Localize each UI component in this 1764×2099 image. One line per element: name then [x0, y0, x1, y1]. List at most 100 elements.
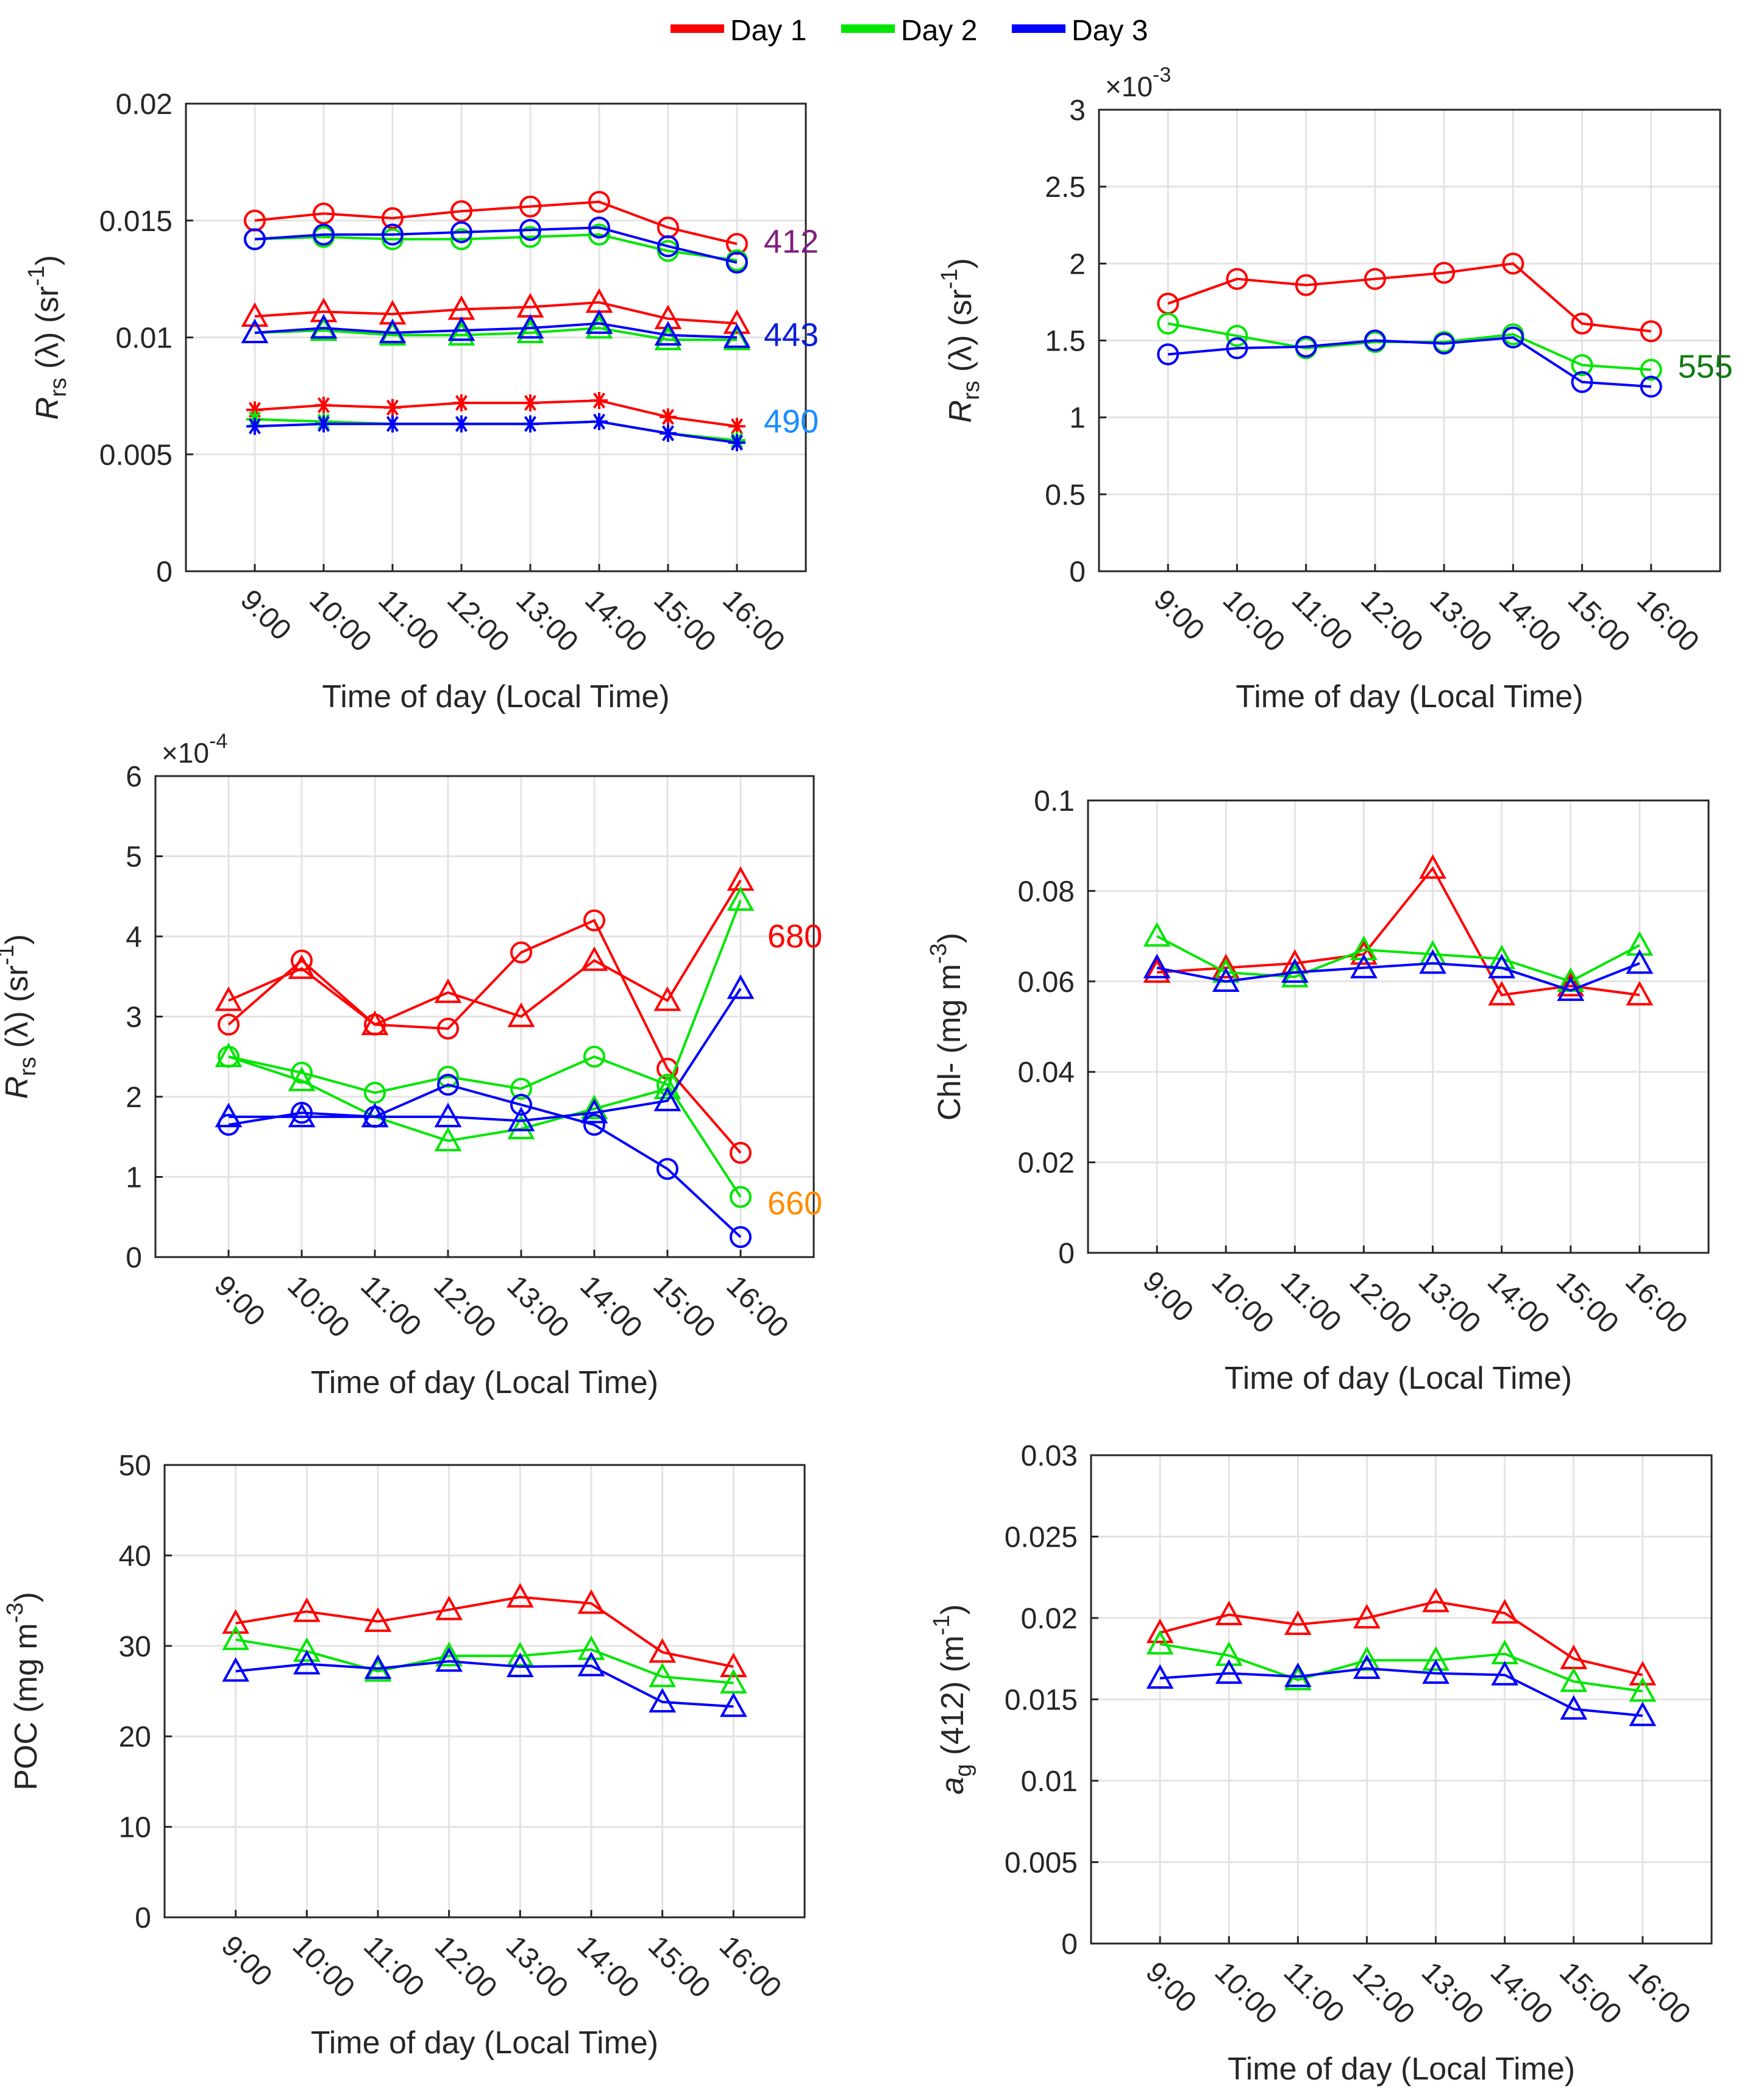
data-point — [364, 1082, 386, 1104]
data-point — [384, 415, 401, 433]
data-point — [1433, 262, 1456, 284]
series-day3-412-circle — [244, 216, 748, 274]
data-point — [507, 1114, 535, 1139]
data-point — [657, 235, 679, 257]
data-point — [591, 392, 608, 410]
data-point — [649, 1662, 677, 1687]
legend-swatch-day1 — [670, 24, 724, 33]
data-point — [516, 318, 544, 344]
y-tick-label: 0.01 — [116, 323, 172, 355]
series-line — [235, 1638, 734, 1684]
data-point — [510, 1077, 532, 1100]
band-label-555: 555 — [1678, 348, 1733, 385]
data-point — [510, 941, 532, 964]
x-axis-label: Time of day (Local Time) — [311, 2025, 658, 2061]
data-point — [293, 1650, 321, 1675]
legend: Day 1 Day 2 Day 3 — [670, 15, 1148, 47]
legend-swatch-day2 — [841, 24, 895, 33]
data-point — [1215, 1600, 1243, 1625]
data-point — [1560, 1667, 1588, 1692]
series-day1-490-asterisk — [246, 392, 745, 435]
data-point — [218, 1114, 240, 1136]
data-point — [364, 1654, 392, 1680]
data-point — [1640, 358, 1662, 381]
data-point — [364, 1657, 392, 1682]
y-tick-label: 0.005 — [1005, 1847, 1078, 1880]
series-day3-triangle — [222, 1647, 747, 1717]
y-tick-label: 2.5 — [1045, 171, 1086, 204]
series-line — [254, 201, 738, 246]
data-point — [1146, 1630, 1174, 1655]
data-point — [1212, 967, 1240, 992]
data-point — [222, 1657, 250, 1682]
data-point — [719, 1692, 747, 1717]
series-day1-555-circle — [1157, 252, 1662, 343]
data-point — [1629, 1661, 1657, 1686]
data-point — [215, 986, 243, 1011]
data-point — [364, 1013, 386, 1036]
series-line — [1168, 336, 1651, 388]
y-tick-label: 1.5 — [1045, 326, 1086, 358]
data-point — [585, 314, 613, 339]
data-point — [583, 909, 605, 932]
series-line — [254, 301, 738, 325]
data-point — [730, 1226, 752, 1249]
series-day1-triangle — [222, 1583, 747, 1678]
y-tick-label: 0.06 — [1018, 966, 1075, 999]
data-point — [288, 1102, 316, 1128]
data-point — [293, 1637, 321, 1662]
series-line — [1156, 935, 1640, 983]
y-tick-label: 0 — [135, 1902, 151, 1934]
y-tick-label: 0 — [1061, 1928, 1078, 1961]
series-day2-triangle — [222, 1625, 747, 1694]
band-label-660: 660 — [767, 1185, 822, 1222]
y-tick-label: 0.1 — [1034, 785, 1075, 818]
data-point — [654, 326, 682, 351]
data-point — [1422, 1646, 1449, 1671]
y-tick-label: 0 — [156, 556, 172, 588]
series-day3-triangle — [1143, 949, 1654, 1001]
data-point — [727, 886, 755, 911]
data-point — [719, 1652, 747, 1678]
y-tick-label: 3 — [126, 1002, 142, 1034]
series-line — [1167, 262, 1651, 333]
data-point — [437, 1017, 459, 1040]
data-point — [244, 228, 266, 251]
series-day3-443-triangle — [241, 309, 751, 348]
data-point — [310, 314, 338, 339]
series-line — [229, 988, 742, 1122]
data-point — [506, 1652, 534, 1678]
data-point — [1419, 949, 1446, 974]
data-point — [1571, 354, 1593, 376]
data-point — [384, 399, 401, 416]
series-line — [1159, 1600, 1643, 1677]
data-point — [723, 323, 751, 348]
series-day3-555-circle — [1157, 326, 1662, 398]
data-point — [653, 1086, 681, 1111]
data-point — [453, 394, 470, 412]
data-point — [434, 1102, 462, 1128]
data-point — [364, 1607, 392, 1632]
data-point — [1295, 335, 1317, 358]
data-point — [577, 1635, 605, 1660]
data-point — [507, 1002, 535, 1027]
data-point — [450, 221, 472, 243]
data-point — [506, 1642, 534, 1667]
series-line — [254, 327, 737, 341]
y-tick-label: 0 — [126, 1242, 142, 1274]
data-point — [580, 946, 608, 971]
data-point — [1143, 953, 1171, 978]
axes-box — [163, 1464, 806, 1919]
series-line — [254, 226, 738, 264]
data-point — [1226, 324, 1248, 347]
series-day1-660-circle — [218, 909, 752, 1164]
data-point — [434, 1127, 462, 1152]
data-point — [1364, 329, 1386, 352]
data-point — [450, 200, 472, 223]
data-point — [519, 219, 541, 241]
data-point — [1419, 854, 1446, 879]
series-day3-490-asterisk — [246, 413, 745, 452]
legend-swatch-day3 — [1012, 24, 1065, 33]
data-point — [434, 978, 462, 1003]
